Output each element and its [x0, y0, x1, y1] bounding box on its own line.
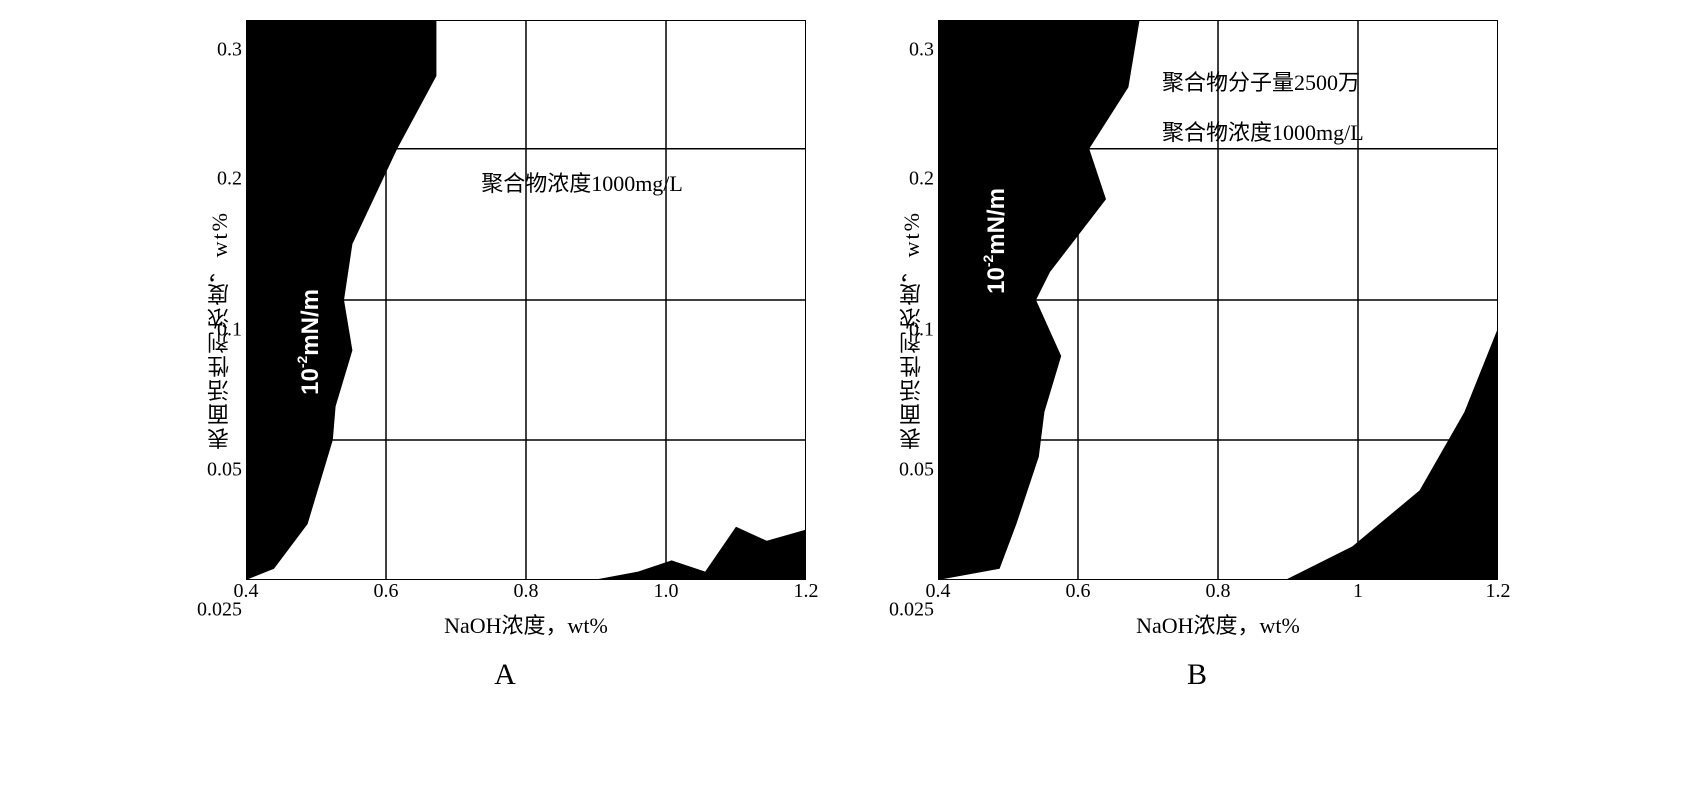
y-tick: 0.1: [909, 319, 934, 342]
x-tick: 0.6: [1066, 580, 1091, 603]
x-tick: 0.6: [374, 580, 399, 603]
x-tick: 1: [1353, 580, 1363, 603]
plot-area-B: 聚合物分子量2500万聚合物浓度1000mg/L 10-2mN/m: [938, 20, 1498, 580]
x-axis-label-A: NaOH浓度，wt%: [246, 608, 806, 640]
y-tick: 0.3: [909, 39, 934, 62]
chart-row-A: 表面活性剂浓度，wt% 0.0250.050.10.20.3 聚合物浓度1000…: [204, 20, 806, 640]
region-label: 10-2mN/m: [294, 289, 325, 395]
y-tick: 0.05: [207, 459, 242, 482]
panel-letter-B: B: [1187, 658, 1207, 692]
x-tick: 1.0: [654, 580, 679, 603]
plot-area-A: 聚合物浓度1000mg/L 10-2mN/m: [246, 20, 806, 580]
annotation-text: 聚合物浓度1000mg/L: [1162, 115, 1364, 147]
bottom-right-region: [1285, 328, 1498, 580]
x-axis-label-B: NaOH浓度，wt%: [938, 608, 1498, 640]
region-label: 10-2mN/m: [980, 188, 1011, 294]
y-tick: 0.3: [217, 39, 242, 62]
x-tick: 1.2: [1486, 580, 1511, 603]
annotation-text: 聚合物分子量2500万: [1162, 65, 1360, 97]
x-tick: 0.4: [926, 580, 951, 603]
plot-svg-B: [938, 20, 1498, 580]
x-tick: 0.4: [234, 580, 259, 603]
panel-B: 表面活性剂浓度，wt% 0.0250.050.10.20.3 聚合物分子量250…: [896, 20, 1498, 692]
chart-row-B: 表面活性剂浓度，wt% 0.0250.050.10.20.3 聚合物分子量250…: [896, 20, 1498, 640]
y-tick: 0.05: [899, 459, 934, 482]
x-tick: 0.8: [514, 580, 539, 603]
plot-svg-A: [246, 20, 806, 580]
panel-A: 表面活性剂浓度，wt% 0.0250.050.10.20.3 聚合物浓度1000…: [204, 20, 806, 692]
x-ticks-B: 0.40.60.811.2: [938, 580, 1498, 606]
annotation-text: 聚合物浓度1000mg/L: [481, 166, 683, 198]
y-tick: 0.1: [217, 319, 242, 342]
x-tick: 0.8: [1206, 580, 1231, 603]
x-ticks-A: 0.40.60.81.01.2: [246, 580, 806, 606]
y-tick: 0.2: [909, 167, 934, 190]
y-tick: 0.2: [217, 167, 242, 190]
bottom-right-region: [593, 527, 806, 580]
panel-letter-A: A: [494, 658, 516, 692]
x-tick: 1.2: [794, 580, 819, 603]
